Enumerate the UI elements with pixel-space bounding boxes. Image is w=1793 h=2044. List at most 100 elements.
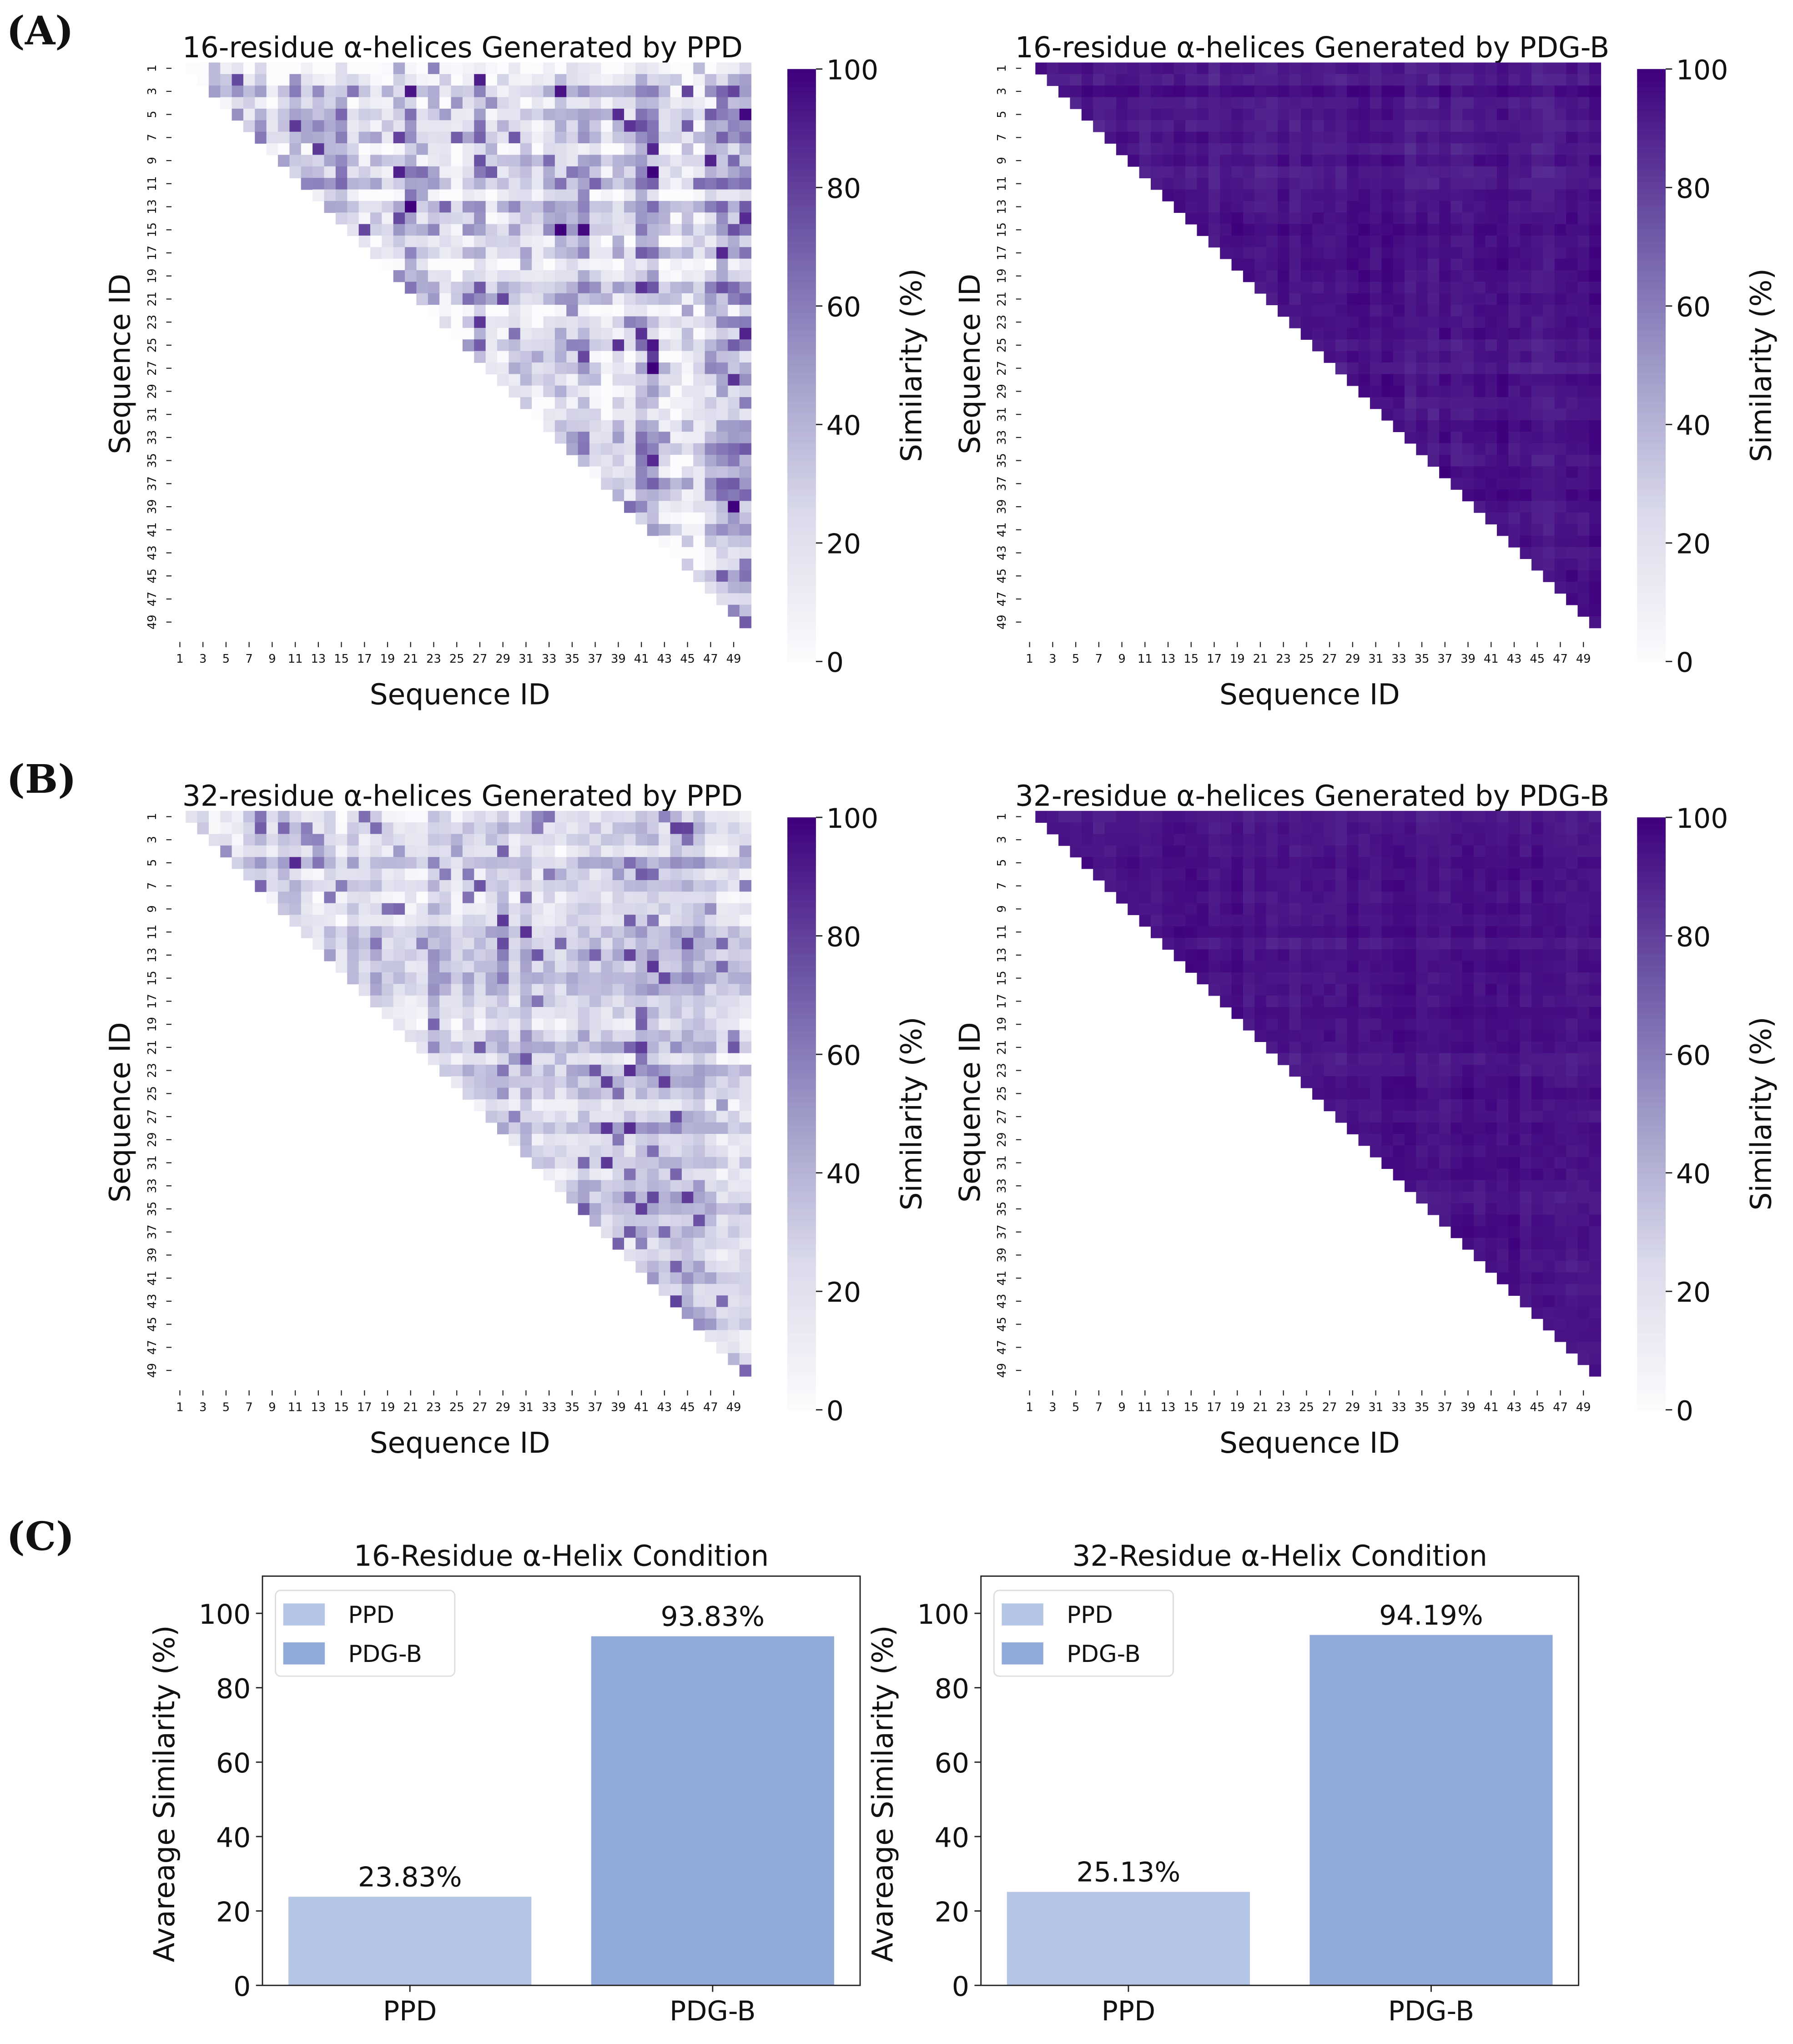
- heatmap-cell: [681, 282, 694, 294]
- colorbar-tick-label: 100: [826, 803, 878, 835]
- heatmap-cell: [566, 1157, 579, 1169]
- heatmap-cell: [1427, 420, 1440, 433]
- heatmap-cell: [532, 258, 544, 271]
- heatmap-cell: [1427, 857, 1440, 869]
- heatmap-cell: [1485, 120, 1497, 132]
- heatmap-cell: [485, 1007, 498, 1019]
- heatmap-cell: [1116, 857, 1128, 869]
- heatmap-cell: [1324, 857, 1336, 869]
- x-tick-label: 25: [449, 652, 464, 666]
- heatmap-cell: [716, 1341, 729, 1354]
- heatmap-cell: [1405, 915, 1417, 927]
- heatmap-cell: [1485, 258, 1497, 271]
- heatmap-cell: [509, 926, 521, 938]
- heatmap-cell: [1231, 811, 1244, 823]
- heatmap-cell: [439, 316, 452, 328]
- heatmap-cell: [681, 374, 694, 386]
- heatmap-cell: [1496, 443, 1509, 455]
- heatmap-cell: [1300, 86, 1313, 98]
- heatmap-cell: [1128, 845, 1140, 858]
- heatmap-cell: [1496, 155, 1509, 167]
- heatmap-cell: [1358, 131, 1370, 144]
- heatmap-cell: [1405, 247, 1417, 259]
- heatmap-cell: [705, 305, 717, 317]
- heatmap-cell: [1289, 972, 1301, 985]
- heatmap-cell: [462, 235, 475, 248]
- heatmap-cell: [543, 811, 555, 823]
- heatmap-cell: [728, 1307, 740, 1319]
- heatmap-cell: [474, 189, 486, 201]
- heatmap-cell: [1531, 972, 1544, 985]
- heatmap-cell: [1589, 74, 1602, 86]
- heatmap-cell: [716, 478, 729, 490]
- heatmap-cell: [1081, 811, 1093, 823]
- heatmap-cell: [601, 339, 613, 352]
- colorbar-tick-label: 40: [1676, 410, 1711, 442]
- heatmap-cell: [670, 1122, 682, 1134]
- heatmap-cell: [681, 224, 694, 236]
- heatmap-cell: [474, 949, 486, 962]
- heatmap-cell: [566, 949, 579, 962]
- heatmap-cell: [428, 1053, 440, 1065]
- colorbar-segment: [1637, 489, 1666, 497]
- colorbar-segment: [787, 590, 816, 597]
- heatmap-cell: [601, 834, 613, 846]
- heatmap-cell: [659, 1238, 671, 1250]
- heatmap-cell: [1381, 224, 1394, 236]
- heatmap-cell: [1405, 86, 1417, 98]
- colorbar-tick-label: 20: [826, 529, 861, 560]
- heatmap-cell: [739, 1272, 751, 1284]
- heatmap-cell: [1520, 201, 1532, 213]
- heatmap-cell: [1231, 131, 1244, 144]
- heatmap-cell: [1312, 926, 1325, 938]
- heatmap-cell: [358, 189, 371, 201]
- heatmap-cell: [1416, 984, 1428, 996]
- heatmap-cell: [1254, 811, 1267, 823]
- heatmap-cell: [358, 131, 371, 144]
- heatmap-cell: [601, 454, 613, 467]
- heatmap-cell: [474, 293, 486, 305]
- heatmap-cell: [716, 305, 729, 317]
- heatmap-cell: [1427, 258, 1440, 271]
- heatmap-cell: [1416, 408, 1428, 421]
- colorbar-segment: [787, 294, 816, 301]
- heatmap-cell: [589, 247, 602, 259]
- heatmap-cell: [1462, 86, 1475, 98]
- heatmap-cell: [1277, 270, 1290, 282]
- heatmap-cell: [1254, 166, 1267, 178]
- heatmap-cell: [1370, 120, 1382, 132]
- heatmap-cell: [1335, 845, 1348, 858]
- heatmap-cell: [1081, 822, 1093, 835]
- heatmap-cell: [670, 1053, 682, 1065]
- heatmap-cell: [647, 995, 659, 1007]
- heatmap-cell: [474, 282, 486, 294]
- colorbar-tick-label: 20: [1676, 529, 1711, 560]
- heatmap-cell: [301, 880, 313, 892]
- heatmap-cell: [1243, 97, 1255, 109]
- heatmap-cell: [509, 316, 521, 328]
- heatmap-cell: [358, 97, 371, 109]
- heatmap-cell: [532, 327, 544, 340]
- heatmap-cell: [1589, 972, 1602, 985]
- heatmap-cell: [693, 293, 705, 305]
- heatmap-cell: [1185, 880, 1198, 892]
- heatmap-cell: [1347, 62, 1359, 75]
- heatmap-cell: [1174, 155, 1186, 167]
- heatmap-cell: [1520, 443, 1532, 455]
- heatmap-cell: [1451, 201, 1463, 213]
- heatmap-cell: [1589, 834, 1602, 846]
- heatmap-cell: [1416, 143, 1428, 156]
- heatmap-cell: [1185, 949, 1198, 962]
- heatmap-cell: [1358, 811, 1370, 823]
- heatmap-cell: [1358, 212, 1370, 225]
- heatmap-cell: [278, 834, 290, 846]
- heatmap-cell: [635, 62, 648, 75]
- heatmap-cell: [647, 1030, 659, 1042]
- heatmap-4: 32-residue α-helices Generated by PDG-B1…: [953, 779, 1778, 1460]
- heatmap-cell: [589, 1064, 602, 1077]
- heatmap-cell: [520, 235, 532, 248]
- heatmap-cell: [647, 857, 659, 869]
- heatmap-cell: [1496, 178, 1509, 190]
- heatmap-cell: [681, 143, 694, 156]
- heatmap-cell: [1474, 97, 1486, 109]
